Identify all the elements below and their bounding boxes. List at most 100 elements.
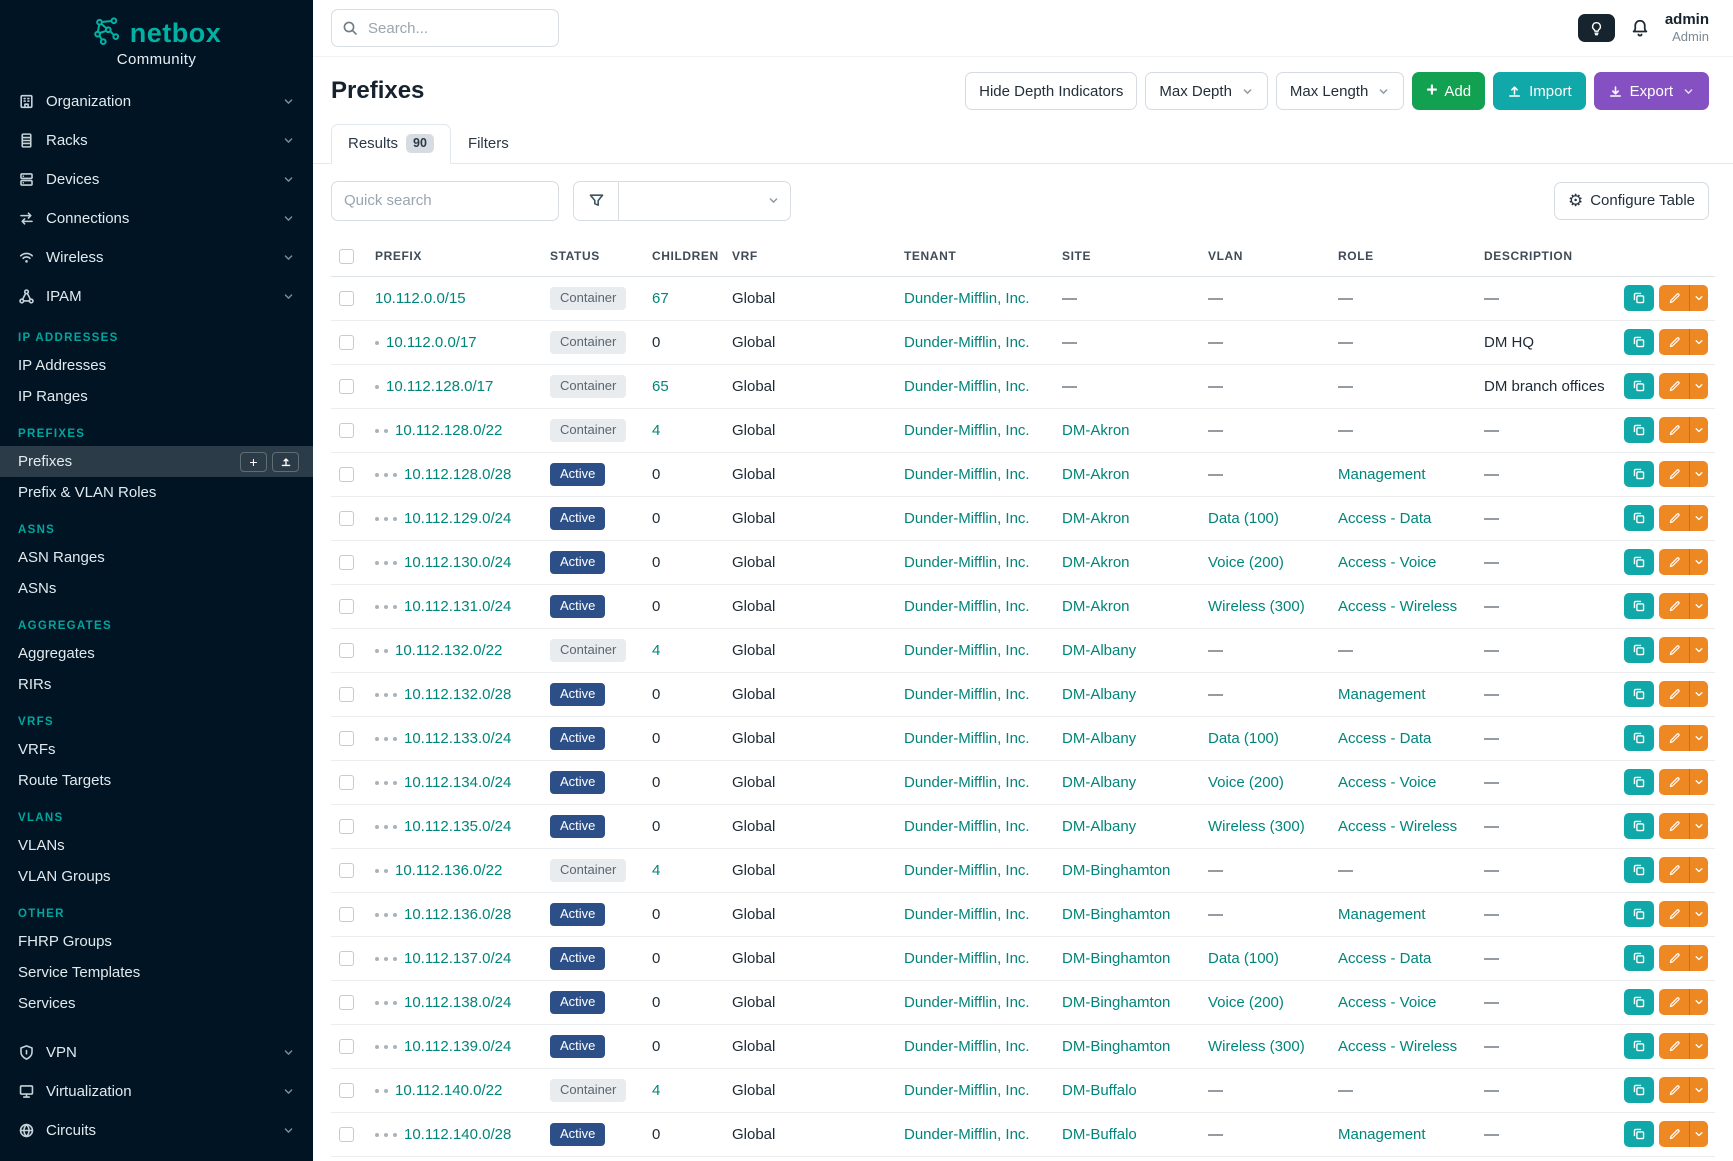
tenant-link[interactable]: Dunder-Mifflin, Inc. [904, 553, 1030, 571]
row-checkbox[interactable] [339, 423, 354, 439]
children-count-link[interactable]: 4 [652, 861, 661, 879]
clone-button[interactable] [1624, 989, 1654, 1016]
prefix-link[interactable]: 10.112.135.0/24 [404, 817, 512, 835]
site-link[interactable]: DM-Binghamton [1062, 905, 1171, 923]
hide-depth-indicators-button[interactable]: Hide Depth Indicators [965, 72, 1138, 110]
tab-results[interactable]: Results 90 [331, 124, 451, 164]
prefix-link[interactable]: 10.112.140.0/28 [404, 1125, 512, 1143]
role-link[interactable]: Management [1338, 905, 1426, 923]
edit-button[interactable] [1659, 1033, 1689, 1060]
filter-button[interactable] [573, 180, 619, 221]
site-link[interactable]: DM-Akron [1062, 509, 1130, 527]
site-link[interactable]: DM-Akron [1062, 597, 1130, 615]
edit-button[interactable] [1659, 857, 1689, 884]
sidebar-item-virtualization[interactable]: Virtualization [0, 1072, 313, 1111]
edit-dropdown-button[interactable] [1689, 549, 1708, 576]
tenant-link[interactable]: Dunder-Mifflin, Inc. [904, 1037, 1030, 1055]
clone-button[interactable] [1624, 461, 1654, 488]
row-checkbox[interactable] [339, 335, 354, 351]
sidebar-item-services[interactable]: Services + [0, 988, 313, 1019]
site-link[interactable]: DM-Albany [1062, 817, 1137, 835]
sidebar-item-ip-ranges[interactable]: IP Ranges + [0, 381, 313, 412]
vlan-link[interactable]: Wireless (300) [1208, 817, 1305, 835]
column-header-role[interactable]: ROLE [1330, 236, 1476, 277]
role-link[interactable]: Access - Voice [1338, 553, 1437, 571]
prefix-link[interactable]: 10.112.136.0/22 [395, 861, 503, 879]
prefix-link[interactable]: 10.112.139.0/24 [404, 1037, 512, 1055]
tenant-link[interactable]: Dunder-Mifflin, Inc. [904, 949, 1030, 967]
sidebar-item-vlans[interactable]: VLANs + [0, 830, 313, 861]
sidebar-item-asns[interactable]: ASNs + [0, 573, 313, 604]
site-link[interactable]: DM-Akron [1062, 553, 1130, 571]
clone-button[interactable] [1624, 505, 1654, 532]
row-checkbox[interactable] [339, 775, 354, 791]
clone-button[interactable] [1624, 681, 1654, 708]
brand[interactable]: netbox Community [0, 0, 313, 72]
site-link[interactable]: DM-Albany [1062, 685, 1137, 703]
edit-dropdown-button[interactable] [1689, 989, 1708, 1016]
site-link[interactable]: DM-Binghamton [1062, 993, 1171, 1011]
prefix-link[interactable]: 10.112.136.0/28 [404, 905, 512, 923]
row-checkbox[interactable] [339, 1083, 354, 1099]
edit-button[interactable] [1659, 285, 1689, 312]
export-button[interactable]: Export [1593, 72, 1709, 110]
row-checkbox[interactable] [339, 379, 354, 395]
children-count-link[interactable]: 65 [652, 377, 669, 395]
row-checkbox[interactable] [339, 687, 354, 703]
row-checkbox[interactable] [339, 1039, 354, 1055]
role-link[interactable]: Access - Data [1338, 729, 1432, 747]
prefix-link[interactable]: 10.112.0.0/15 [375, 289, 466, 307]
prefix-link[interactable]: 10.112.129.0/24 [404, 509, 512, 527]
tenant-link[interactable]: Dunder-Mifflin, Inc. [904, 377, 1030, 395]
tenant-link[interactable]: Dunder-Mifflin, Inc. [904, 1125, 1030, 1143]
row-checkbox[interactable] [339, 291, 354, 307]
role-link[interactable]: Access - Voice [1338, 773, 1437, 791]
children-count-link[interactable]: 4 [652, 641, 661, 659]
edit-button[interactable] [1659, 725, 1689, 752]
row-checkbox[interactable] [339, 599, 354, 615]
edit-button[interactable] [1659, 637, 1689, 664]
sidebar-item-asn-ranges[interactable]: ASN Ranges + [0, 542, 313, 573]
site-link[interactable]: DM-Akron [1062, 421, 1130, 439]
role-link[interactable]: Access - Data [1338, 949, 1432, 967]
sidebar-item-racks[interactable]: Racks [0, 121, 313, 160]
prefix-link[interactable]: 10.112.0.0/17 [386, 333, 477, 351]
site-link[interactable]: DM-Buffalo [1062, 1125, 1137, 1143]
edit-dropdown-button[interactable] [1689, 813, 1708, 840]
edit-dropdown-button[interactable] [1689, 857, 1708, 884]
column-header-vrf[interactable]: VRF [724, 236, 896, 277]
edit-dropdown-button[interactable] [1689, 725, 1708, 752]
sidebar-item-devices[interactable]: Devices [0, 160, 313, 199]
tenant-link[interactable]: Dunder-Mifflin, Inc. [904, 773, 1030, 791]
vlan-link[interactable]: Voice (200) [1208, 773, 1284, 791]
prefix-link[interactable]: 10.112.132.0/22 [395, 641, 503, 659]
sidebar-item-circuits[interactable]: Circuits [0, 1111, 313, 1150]
clone-button[interactable] [1624, 901, 1654, 928]
row-checkbox[interactable] [339, 951, 354, 967]
edit-dropdown-button[interactable] [1689, 945, 1708, 972]
edit-dropdown-button[interactable] [1689, 593, 1708, 620]
row-checkbox[interactable] [339, 995, 354, 1011]
prefix-link[interactable]: 10.112.132.0/28 [404, 685, 512, 703]
column-header-vlan[interactable]: VLAN [1200, 236, 1330, 277]
prefix-link[interactable]: 10.112.137.0/24 [404, 949, 512, 967]
clone-button[interactable] [1624, 1077, 1654, 1104]
clone-button[interactable] [1624, 813, 1654, 840]
sidebar-item-ip-addresses[interactable]: IP Addresses + [0, 350, 313, 381]
sidebar-item-fhrp-groups[interactable]: FHRP Groups + [0, 926, 313, 957]
clone-button[interactable] [1624, 549, 1654, 576]
prefix-link[interactable]: 10.112.134.0/24 [404, 773, 512, 791]
clone-button[interactable] [1624, 417, 1654, 444]
user-menu[interactable]: admin Admin [1665, 11, 1709, 45]
role-link[interactable]: Access - Data [1338, 509, 1432, 527]
configure-table-button[interactable]: ⚙ Configure Table [1553, 181, 1709, 220]
role-link[interactable]: Access - Wireless [1338, 597, 1458, 615]
sidebar-item-route-targets[interactable]: Route Targets + [0, 765, 313, 796]
children-count-link[interactable]: 67 [652, 289, 669, 307]
site-link[interactable]: DM-Albany [1062, 773, 1137, 791]
edit-dropdown-button[interactable] [1689, 769, 1708, 796]
role-link[interactable]: Access - Wireless [1338, 817, 1458, 835]
row-checkbox[interactable] [339, 467, 354, 483]
clone-button[interactable] [1624, 725, 1654, 752]
prefix-link[interactable]: 10.112.128.0/22 [395, 421, 503, 439]
